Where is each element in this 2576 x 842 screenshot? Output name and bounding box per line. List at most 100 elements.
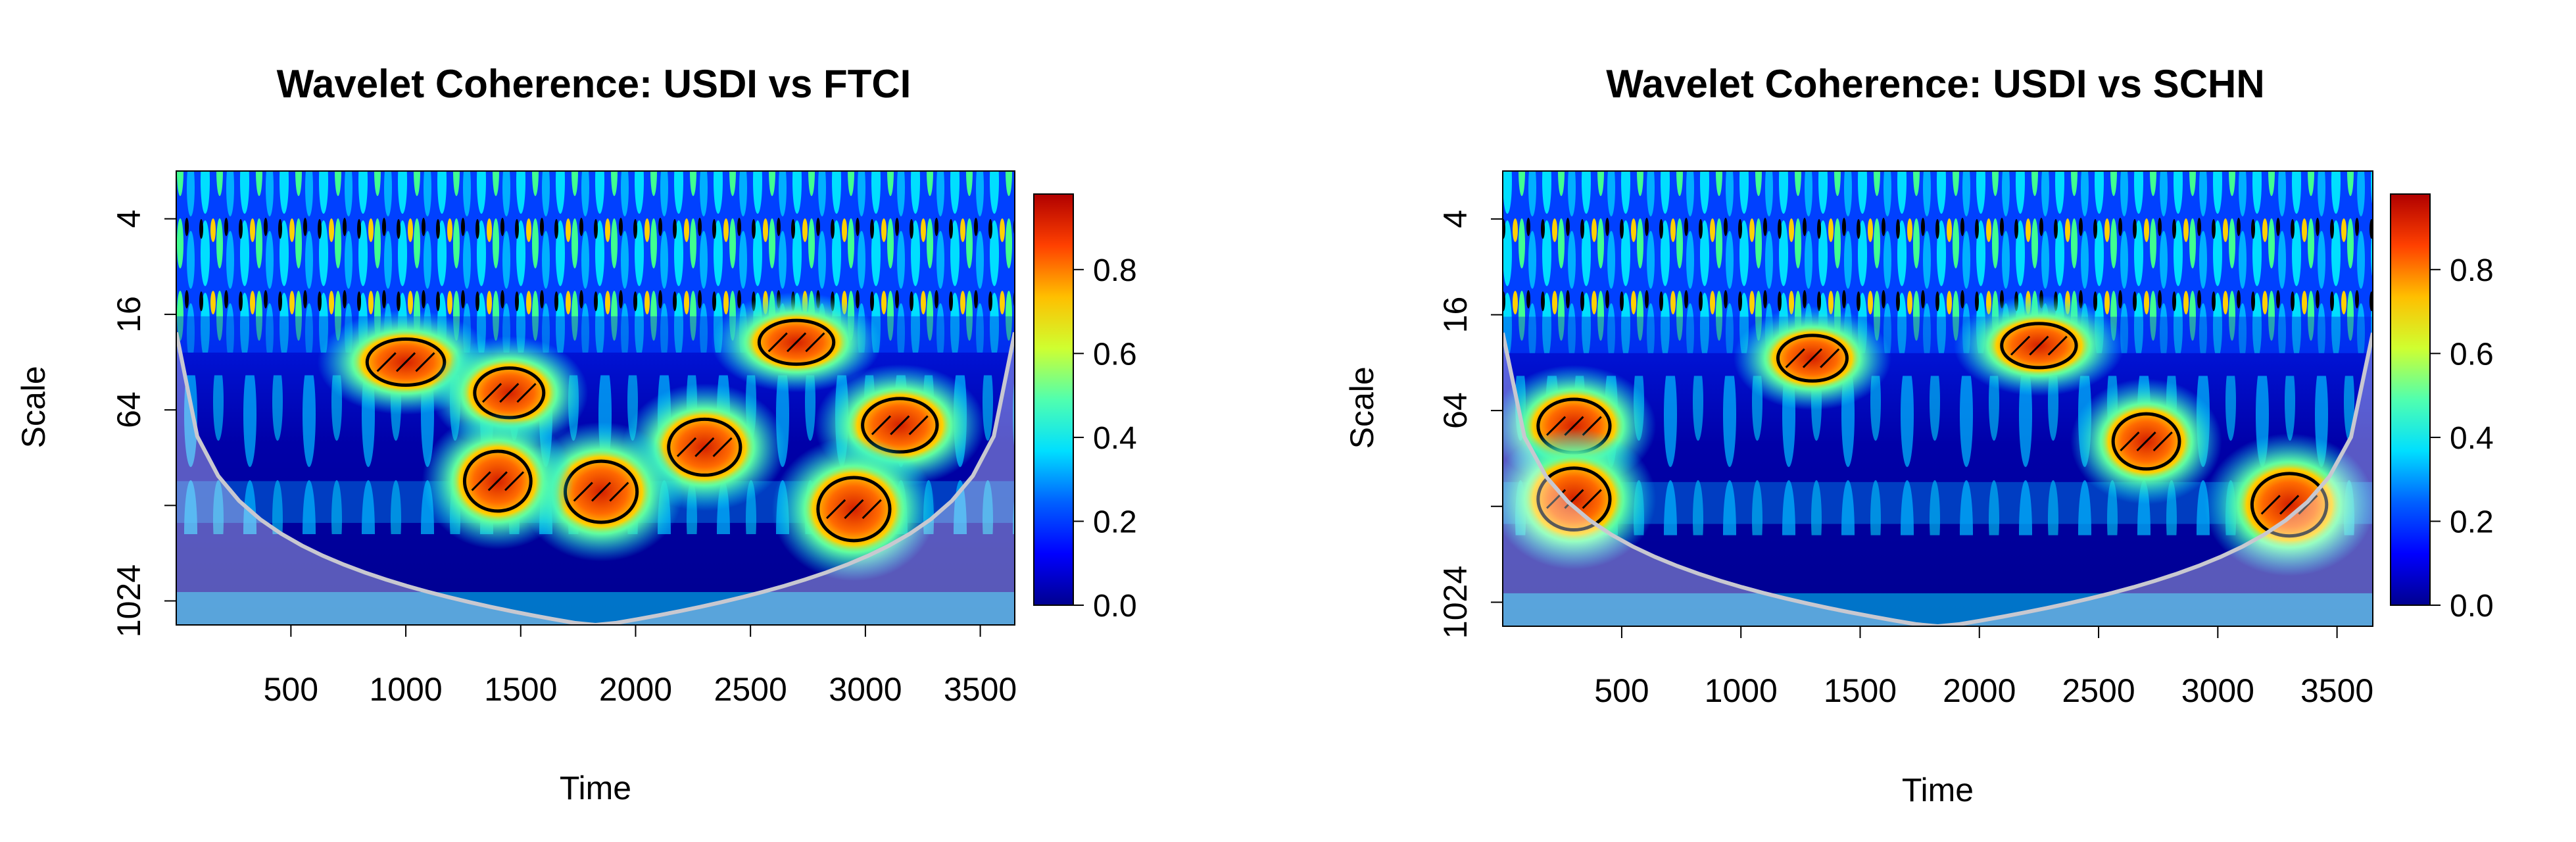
phase-arrow xyxy=(504,471,525,491)
significance-contour-6 xyxy=(2111,412,2181,471)
band-bottom xyxy=(176,592,1015,625)
colorbar-tick-label: 0.4 xyxy=(2450,421,2494,456)
significance-contour-3 xyxy=(2000,322,2078,370)
x-tick-label: 3500 xyxy=(944,671,1017,708)
cone-of-influence-line xyxy=(176,332,1015,625)
significance-contour-7 xyxy=(462,449,533,513)
phase-arrow xyxy=(609,482,629,502)
y-tick-label: 64 xyxy=(110,391,147,428)
significance-contour-4 xyxy=(1776,334,1849,383)
y-axis-label: Scale xyxy=(1344,366,1380,449)
plot-frame xyxy=(1502,170,2373,627)
x-tick-label: 3000 xyxy=(829,671,902,708)
colorbar xyxy=(1033,193,1074,606)
chart-panel-1: Wavelet Coherence: USDI vs FTCI 500 1000 15… xyxy=(15,62,1137,806)
phase-arrow xyxy=(396,352,416,372)
significance-contour-5 xyxy=(2250,472,2329,538)
phase-arrow xyxy=(826,499,846,519)
colorbar xyxy=(2390,193,2431,606)
colorbar-tick-label: 0.0 xyxy=(1093,589,1137,624)
phase-arrow xyxy=(516,383,537,403)
cone-of-influence-shade xyxy=(1503,330,2373,626)
phase-arrow xyxy=(871,415,892,435)
y-tick-label: 16 xyxy=(1437,297,1474,334)
colorbar-tick-label: 0.8 xyxy=(1093,253,1137,288)
phase-arrow xyxy=(1802,348,1823,368)
phase-arrow xyxy=(890,415,910,435)
colorbar-tick-label: 0.2 xyxy=(1093,505,1137,539)
x-tick-label: 2000 xyxy=(599,671,672,708)
phase-arrow xyxy=(481,383,502,403)
phase-arrow xyxy=(471,471,491,491)
significance-contour-2 xyxy=(1536,466,1612,532)
colorbar-tick-label: 0.6 xyxy=(1093,337,1137,372)
x-axis-label: Time xyxy=(1902,772,1974,808)
x-tick-label: 1000 xyxy=(1705,672,1778,709)
heatmap-area xyxy=(176,171,1015,625)
x-tick-label: 3500 xyxy=(2300,672,2373,709)
heatmap-small-scale-texture-2 xyxy=(1503,298,2373,353)
x-tick-label: 2500 xyxy=(714,671,787,708)
phase-arrow xyxy=(1564,489,1584,509)
y-tick-label: 4 xyxy=(1437,210,1474,228)
phase-arrow xyxy=(844,499,864,519)
phase-arrow xyxy=(2047,335,2068,356)
phase-arrow xyxy=(862,499,882,519)
phase-arrow xyxy=(694,437,715,457)
colorbar-tick-label: 0.4 xyxy=(1093,421,1137,456)
phase-arrow xyxy=(767,332,788,353)
x-tick-label: 1500 xyxy=(1824,672,1897,709)
phase-arrow xyxy=(376,352,397,372)
phase-arrow xyxy=(2298,495,2318,515)
y-tick-label: 1024 xyxy=(110,564,147,637)
x-tick-label: 1000 xyxy=(369,671,442,708)
phase-arrow xyxy=(1582,489,1602,509)
phase-arrow xyxy=(499,383,520,403)
colorbar-tick-label: 0.8 xyxy=(2450,253,2494,288)
x-tick-label: 2500 xyxy=(2062,672,2135,709)
cone-of-influence-shade xyxy=(176,330,1015,625)
phase-arrow xyxy=(2029,335,2049,356)
x-tick-label: 500 xyxy=(1594,672,1649,709)
phase-arrow xyxy=(1820,348,1840,368)
y-tick-label: 64 xyxy=(1437,392,1474,429)
phase-arrow xyxy=(2136,431,2156,452)
phase-arrow xyxy=(805,332,825,353)
phase-arrow xyxy=(2260,495,2281,515)
phase-arrow xyxy=(2120,431,2140,452)
x-tick-label: 500 xyxy=(264,671,318,708)
band-bottom xyxy=(1503,593,2373,626)
phase-arrow xyxy=(591,482,612,502)
chart-panel-2: Wavelet Coherence: USDI vs SCHN 500 1000 15… xyxy=(1344,62,2494,808)
phase-arrow xyxy=(786,332,807,353)
phase-arrow xyxy=(2279,495,2300,515)
y-tick-label: 4 xyxy=(110,210,147,228)
heatmap-small-scale-texture xyxy=(1503,171,2373,317)
phase-arrow xyxy=(676,437,697,457)
phase-arrow xyxy=(2010,335,2031,356)
colorbar-tick-label: 0.0 xyxy=(2450,589,2494,624)
y-axis-label: Scale xyxy=(15,366,52,448)
heatmap-area xyxy=(1503,171,2373,626)
heatmap-small-scale-texture xyxy=(176,171,1015,316)
phase-arrow xyxy=(1785,348,1805,368)
chart-title: Wavelet Coherence: USDI vs FTCI xyxy=(277,62,911,106)
y-tick-label: 16 xyxy=(110,296,147,333)
phase-arrow xyxy=(908,415,929,435)
x-axis-label: Time xyxy=(560,770,631,806)
phase-arrow xyxy=(415,352,435,372)
y-tick-label: 1024 xyxy=(1437,566,1474,639)
plot-frame xyxy=(176,170,1015,626)
x-tick-label: 3000 xyxy=(2181,672,2254,709)
x-tick-label: 1500 xyxy=(484,671,557,708)
chart-title: Wavelet Coherence: USDI vs SCHN xyxy=(1606,62,2264,106)
phase-arrow xyxy=(487,471,508,491)
significance-contour-8 xyxy=(816,476,892,543)
significance-contour-4 xyxy=(757,318,836,366)
phase-arrow xyxy=(2152,431,2173,452)
x-tick-label: 2000 xyxy=(1943,672,2016,709)
heatmap-small-scale-texture-2 xyxy=(176,298,1015,353)
phase-arrow xyxy=(573,482,593,502)
cone-of-influence-line xyxy=(1503,332,2373,626)
